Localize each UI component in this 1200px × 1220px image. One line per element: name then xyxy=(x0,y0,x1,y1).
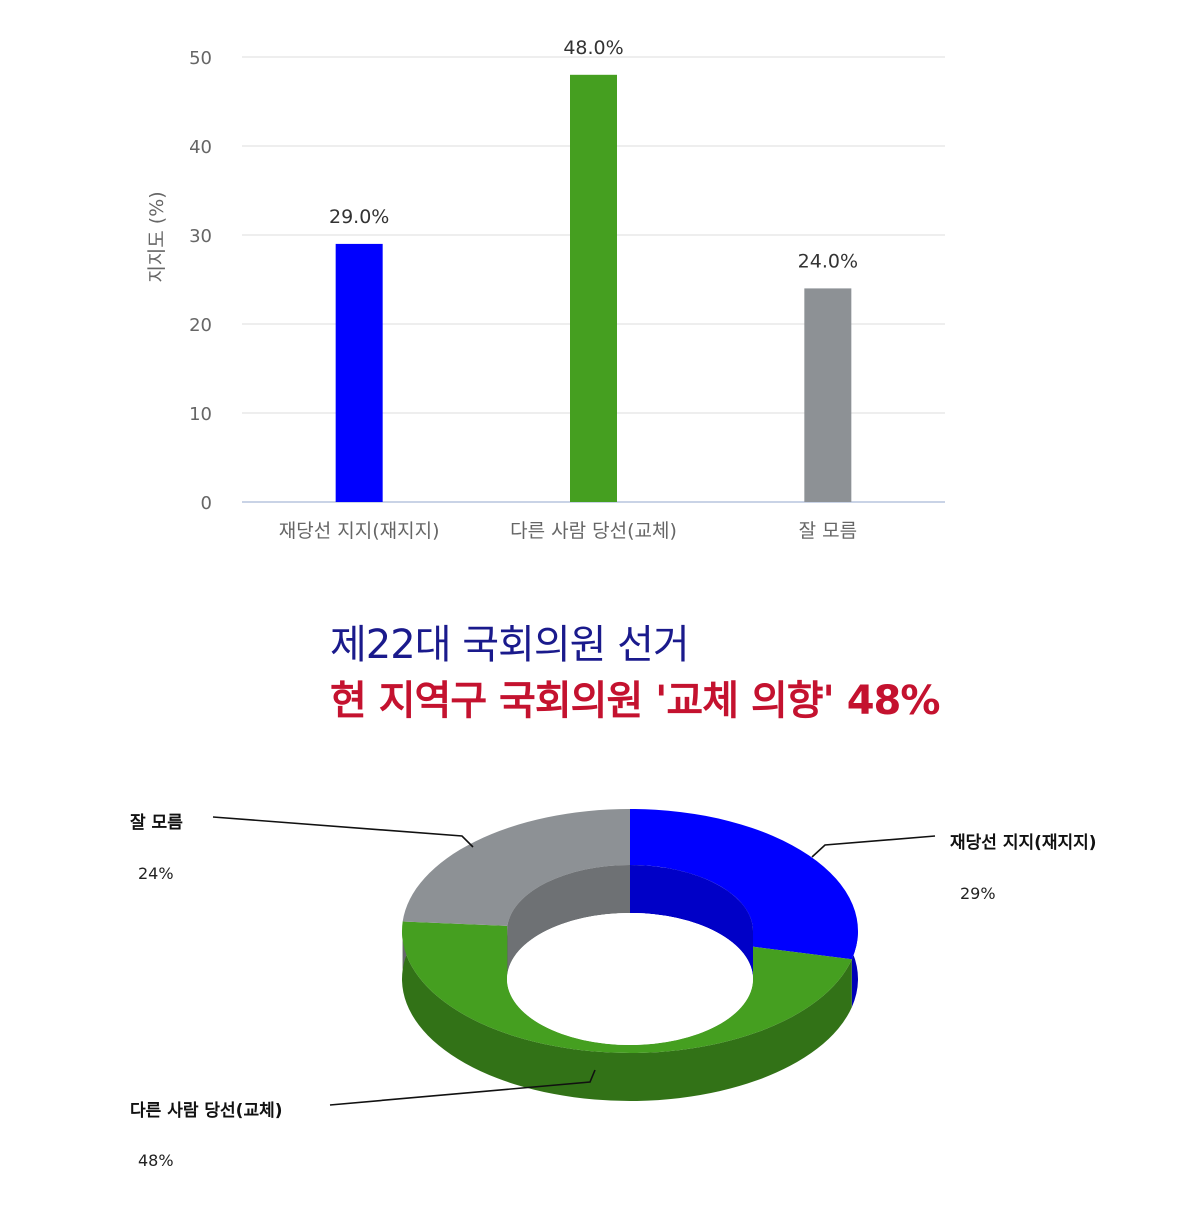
donut-hole-floor xyxy=(507,913,753,1045)
y-tick-label: 10 xyxy=(189,404,212,425)
x-category-label: 다른 사람 당선(교체) xyxy=(510,520,677,542)
y-tick-label: 40 xyxy=(189,137,212,158)
donut-top xyxy=(401,809,858,1054)
bars xyxy=(335,74,852,503)
bar-chart: 지지도 (%) 0 10 20 30 40 50 29.0% 48.0% 24.0% 재당선 … xyxy=(146,37,945,542)
donut-slice xyxy=(630,809,858,960)
slice-category-label: 재당선 지지(재지지) xyxy=(950,833,1097,853)
bar-value-label: 29.0% xyxy=(329,206,389,228)
leader-line xyxy=(329,1069,596,1106)
headline-line-2: 현 지역구 국회의원 '교체 의향' 48% xyxy=(330,678,940,724)
x-category-label: 잘 모름 xyxy=(799,520,857,542)
value-labels: 29.0% 48.0% 24.0% xyxy=(329,37,858,273)
y-axis-label: 지지도 (%) xyxy=(146,191,168,282)
leader-line xyxy=(212,816,474,848)
leader-lines xyxy=(212,816,936,1106)
donut-slice xyxy=(402,809,630,926)
category-labels: 재당선 지지(재지지) 다른 사람 당선(교체) 잘 모름 xyxy=(279,520,857,542)
bar xyxy=(335,243,383,502)
leader-line xyxy=(811,835,936,858)
slice-category-label: 잘 모름 xyxy=(130,812,183,833)
donut-side-wall xyxy=(402,931,852,1101)
y-tick-label: 50 xyxy=(189,48,212,69)
donut-inner-wall xyxy=(630,865,753,979)
bar xyxy=(570,74,617,503)
bar xyxy=(804,288,852,502)
y-tick-label: 0 xyxy=(201,493,212,514)
slice-percent-label: 24% xyxy=(138,864,174,883)
headline-line-1: 제22대 국회의원 선거 xyxy=(330,622,690,668)
y-axis-ticks: 0 10 20 30 40 50 xyxy=(189,48,212,514)
bar-value-label: 48.0% xyxy=(563,37,623,59)
bar-value-label: 24.0% xyxy=(798,250,858,272)
slice-labels: 재당선 지지(재지지) 29% 다른 사람 당선(교체) 48% 잘 모름 24% xyxy=(130,812,1097,1170)
y-tick-label: 30 xyxy=(189,226,212,247)
donut-chart: 재당선 지지(재지지) 29% 다른 사람 당선(교체) 48% 잘 모름 24% xyxy=(130,809,1097,1170)
y-tick-label: 20 xyxy=(189,315,212,336)
donut-inner-wall xyxy=(507,865,630,974)
x-category-label: 재당선 지지(재지지) xyxy=(279,520,440,542)
slice-category-label: 다른 사람 당선(교체) xyxy=(130,1100,283,1121)
slice-percent-label: 29% xyxy=(960,884,996,903)
slice-percent-label: 48% xyxy=(138,1151,174,1170)
